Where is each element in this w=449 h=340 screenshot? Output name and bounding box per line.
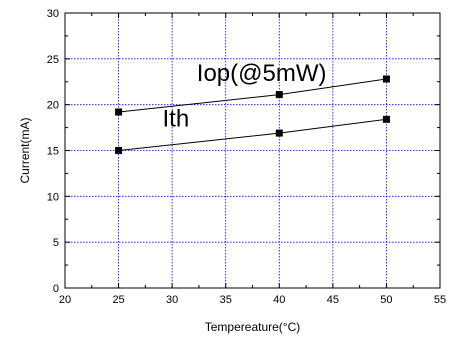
axis-ticks <box>64 12 441 289</box>
x-tick-label: 45 <box>327 294 339 306</box>
data-point-marker <box>382 115 390 123</box>
x-tick-label: 30 <box>166 294 178 306</box>
axis-tick-labels: 20 25 30 35 40 45 50 55 0 5 10 15 20 25 30 <box>47 8 446 306</box>
y-tick-label: 25 <box>47 54 59 66</box>
series-line-1 <box>118 118 387 151</box>
grid <box>65 13 440 288</box>
data-point-marker <box>115 147 123 154</box>
y-tick-label: 10 <box>47 191 59 203</box>
x-tick-label: 35 <box>220 294 232 306</box>
y-tick-label: 5 <box>53 237 59 249</box>
y-tick-label: 30 <box>47 8 59 20</box>
series-label-ith: Ith <box>163 106 190 133</box>
x-tick-label: 20 <box>59 294 71 306</box>
data-points <box>115 75 390 154</box>
series-lines <box>118 78 387 151</box>
data-point-marker <box>382 75 390 83</box>
y-tick-label: 0 <box>53 283 59 295</box>
x-tick-label: 50 <box>380 294 392 306</box>
x-tick-label: 25 <box>112 294 124 306</box>
x-axis-title: Tempereature(°C) <box>205 320 301 334</box>
x-tick-label: 40 <box>273 294 285 306</box>
x-tick-label: 55 <box>434 294 446 306</box>
y-tick-label: 20 <box>47 100 59 112</box>
data-point-marker <box>275 129 283 137</box>
data-point-marker <box>115 108 123 116</box>
series-label-iop: Iop(@5mW) <box>197 60 327 87</box>
y-axis-title: Current(mA) <box>18 117 32 183</box>
y-tick-label: 15 <box>47 146 59 158</box>
data-point-marker <box>275 91 283 99</box>
